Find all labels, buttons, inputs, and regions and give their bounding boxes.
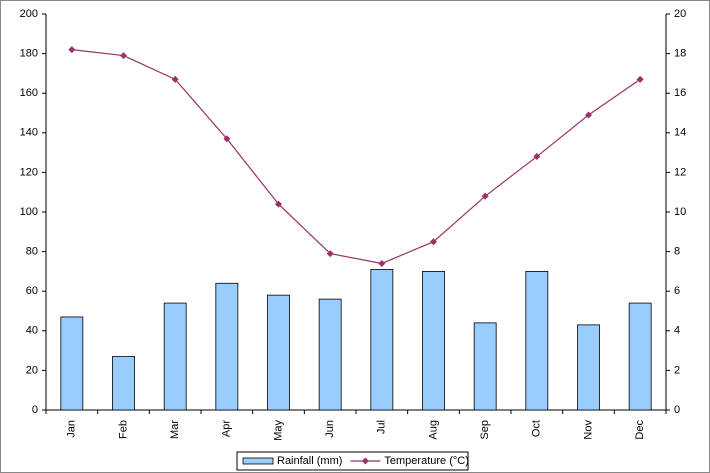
y2-tick-label: 14 [674, 127, 686, 139]
y2-tick-label: 10 [674, 206, 686, 218]
bar [60, 316, 84, 411]
x-tick-label: Apr [221, 420, 233, 437]
x-tick-label: Jul [376, 420, 388, 434]
y-tick-label: 180 [20, 48, 38, 60]
x-tick-label: Oct [531, 420, 543, 437]
x-tick-label: Jan [66, 420, 78, 438]
y-tick-label: 80 [26, 246, 38, 258]
bar [267, 294, 290, 411]
bar [163, 302, 187, 411]
legend-marker [361, 457, 369, 465]
legend-label: Rainfall (mm) [277, 455, 342, 467]
bar [628, 302, 652, 411]
legend-label: Temperature (°C) [384, 455, 468, 467]
y2-tick-label: 16 [674, 87, 686, 99]
x-tick-label: Feb [117, 420, 129, 439]
x-tick-label: Aug [427, 420, 439, 440]
y-tick-label: 140 [20, 127, 38, 139]
bar [318, 298, 342, 411]
y-tick-label: 0 [32, 404, 38, 416]
marker [275, 200, 282, 208]
bar [525, 270, 549, 411]
x-tick-label: Sep [479, 420, 491, 440]
y2-tick-label: 8 [674, 246, 680, 258]
marker [636, 75, 644, 83]
marker [378, 259, 386, 267]
marker [171, 75, 179, 83]
bar [422, 270, 445, 411]
bar [215, 282, 239, 411]
y2-tick-label: 2 [674, 364, 680, 376]
y-tick-label: 120 [20, 166, 38, 178]
x-tick-label: Mar [169, 420, 181, 439]
marker [481, 192, 489, 200]
x-tick-label: Nov [582, 420, 594, 440]
y2-tick-label: 0 [674, 404, 680, 416]
y2-tick-label: 20 [674, 8, 686, 20]
line [71, 49, 641, 265]
marker [533, 153, 541, 161]
marker [68, 46, 76, 54]
marker [326, 250, 334, 258]
y2-tick-label: 6 [674, 285, 680, 297]
marker [223, 135, 231, 143]
y-tick-label: 40 [26, 325, 38, 337]
legend-swatch [242, 457, 274, 465]
x-tick-label: Dec [634, 420, 646, 440]
y-tick-label: 160 [20, 87, 38, 99]
marker [585, 111, 592, 119]
y2-tick-label: 4 [674, 325, 680, 337]
bar [473, 322, 497, 411]
y-tick-label: 60 [26, 285, 38, 297]
y-tick-label: 200 [20, 8, 38, 20]
marker [430, 238, 437, 246]
y2-tick-label: 18 [674, 48, 686, 60]
y-tick-label: 20 [26, 364, 38, 376]
bar [577, 324, 600, 411]
y-tick-label: 100 [20, 206, 38, 218]
y2-tick-label: 12 [674, 166, 686, 178]
x-tick-label: May [272, 420, 284, 441]
bar [370, 269, 394, 411]
bar [112, 356, 135, 411]
x-tick-label: Jun [324, 420, 336, 438]
marker [120, 52, 127, 60]
